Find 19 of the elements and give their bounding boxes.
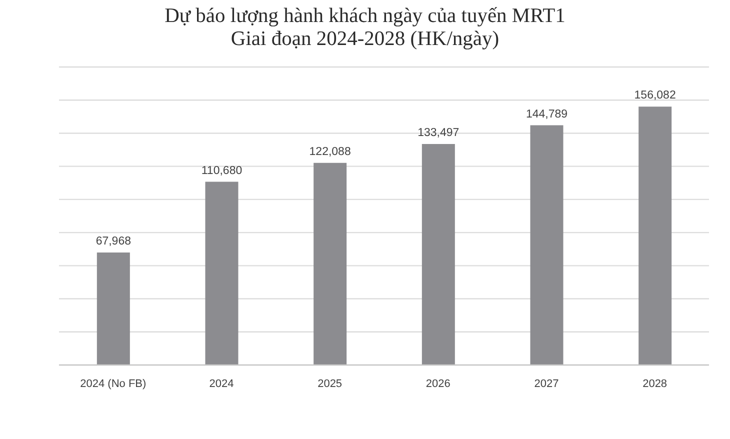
bar [638, 106, 672, 365]
data-label: 110,680 [201, 164, 242, 177]
x-tick-label: 2028 [642, 378, 668, 390]
bar [530, 125, 564, 365]
data-label: 156,082 [634, 90, 676, 102]
bar [205, 182, 238, 365]
x-tick-label: 2026 [426, 378, 450, 390]
bar [422, 144, 455, 365]
data-label: 144,789 [526, 108, 568, 120]
data-label: 67,968 [96, 235, 132, 248]
x-tick-label: 2025 [318, 378, 342, 390]
chart-title: Dự báo lượng hành khách ngày của tuyến MRT1 Giai đoạn 2024-2028 (HK/ngày) [164, 5, 566, 51]
data-label: 122,088 [309, 146, 351, 158]
x-tick-label: 2024 [209, 378, 234, 390]
bar [314, 162, 347, 365]
bar [96, 252, 130, 365]
x-tick-label: 2027 [534, 378, 559, 390]
x-tick-label: 2024 (No FB) [80, 378, 146, 390]
data-label: 133,497 [418, 126, 460, 139]
